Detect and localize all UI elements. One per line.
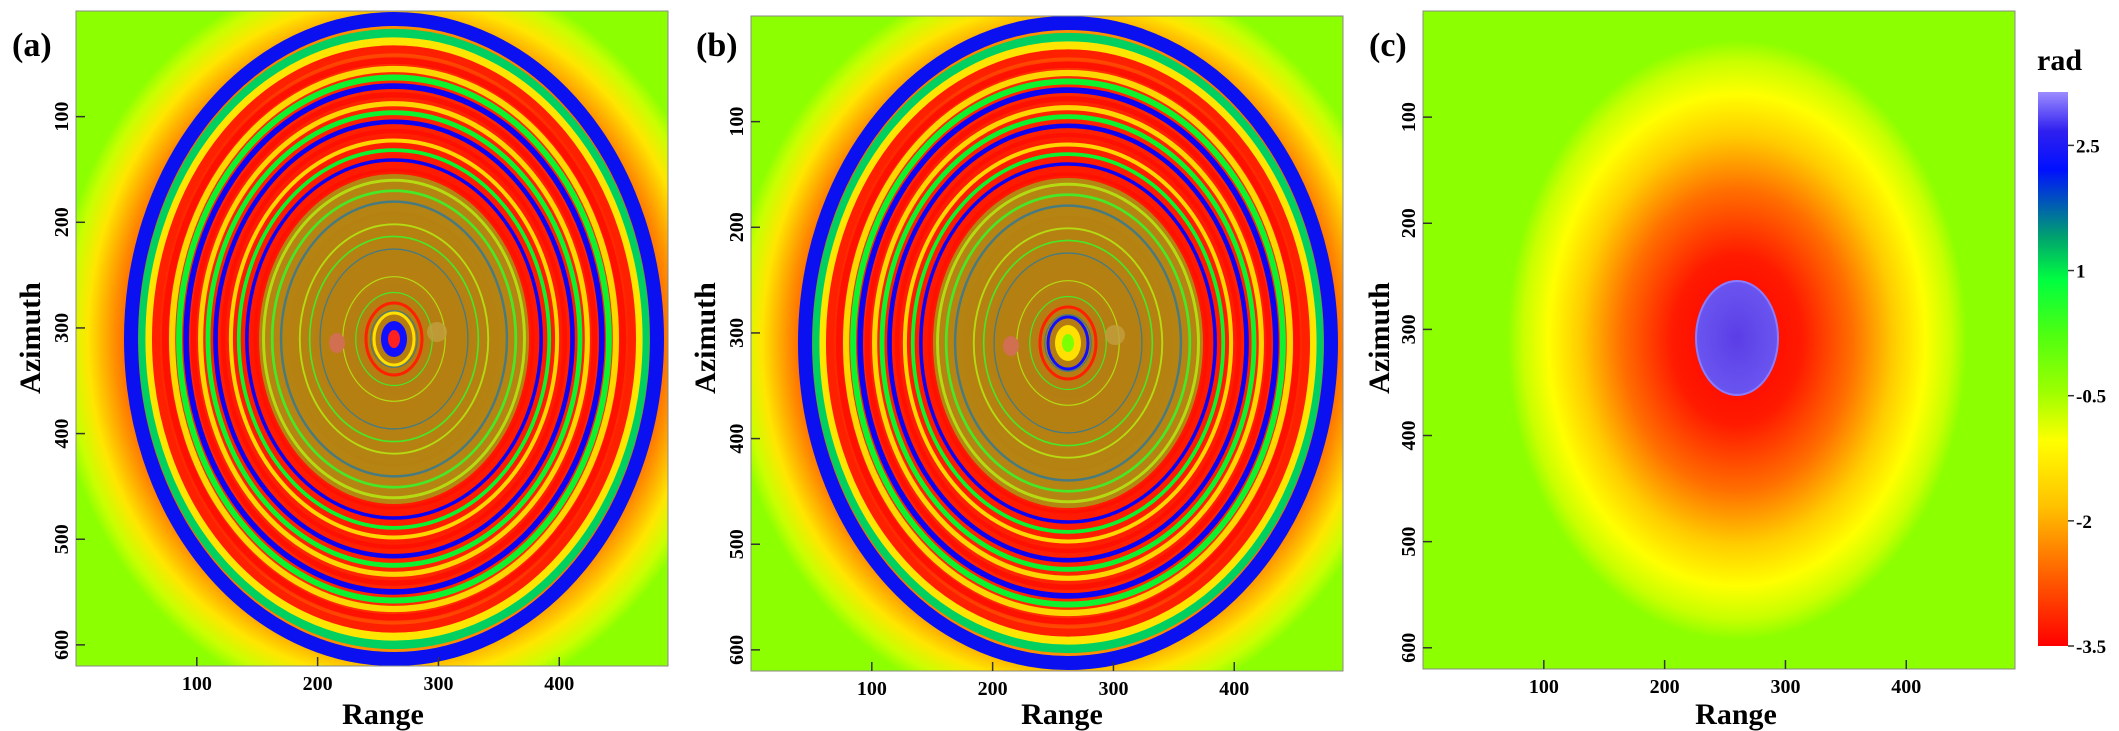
fringe-ring [819, 41, 1317, 645]
fringe-ring [151, 45, 637, 633]
fringe-ring [220, 128, 568, 550]
panel-label: (a) [12, 27, 52, 64]
fringe-ring [879, 114, 1257, 572]
fringe-ring [872, 105, 1264, 581]
y-tick-label: 600 [1398, 633, 1420, 663]
fringe-ring [825, 49, 1311, 637]
colorbar-gradient [2038, 92, 2068, 646]
y-tick-label: 500 [51, 524, 73, 554]
x-tick-label: 300 [423, 673, 453, 695]
y-axis-label: Azimuth [689, 282, 722, 394]
y-axis-label: Azimuth [14, 282, 47, 394]
y-tick-label: 200 [726, 212, 748, 242]
x-tick-label: 100 [182, 673, 212, 695]
fringe-ring [842, 69, 1294, 617]
panel-c: (c) 100 200 300 400 100 200 300 400 500 600 Range… [1363, 10, 2016, 731]
x-axis-label: Range [1695, 698, 1777, 731]
colorbar-title: rad [2037, 44, 2082, 77]
fringe-ring [245, 158, 543, 520]
fringe-ring [198, 101, 590, 577]
fringe-ring [812, 32, 1324, 654]
y-tick-label: 300 [51, 313, 73, 343]
fringe-ring [205, 110, 583, 568]
x-tick-label: 400 [544, 673, 574, 695]
y-tick-label: 100 [1398, 102, 1420, 132]
panel-label: (c) [1369, 27, 1407, 64]
fringe-ring [161, 57, 627, 621]
panel-b: (b) 100 200 300 400 100 200 300 400 500 600 Range… [689, 15, 1344, 731]
x-tick-label: 100 [857, 678, 887, 700]
central-depression [1695, 280, 1779, 396]
fringe-ring [894, 132, 1242, 554]
x-axis-label: Range [342, 698, 424, 731]
y-tick-label: 400 [1398, 421, 1420, 451]
fringe-ring [176, 74, 612, 604]
y-axis-label: Azimuth [1363, 282, 1396, 394]
x-tick-label: 200 [978, 678, 1008, 700]
y-tick-label: 300 [1398, 314, 1420, 344]
y-tick-label: 500 [726, 529, 748, 559]
fringe-ring [138, 28, 650, 650]
y-tick-label: 200 [1398, 208, 1420, 238]
fringe-ring [835, 61, 1301, 625]
y-tick-label: 300 [726, 318, 748, 348]
fringe-ring [228, 138, 560, 540]
fringe-ring [798, 16, 1338, 670]
colorbar-tick-label: -2 [2076, 512, 2092, 533]
fringe-ring [927, 172, 1209, 514]
y-tick-label: 100 [51, 102, 73, 132]
x-tick-label: 100 [1529, 676, 1559, 698]
colorbar: rad 2.5 1 -0.5 -2 -3.5 [2037, 44, 2106, 658]
panel-label: (b) [696, 27, 738, 64]
colorbar-tick-label: 2.5 [2076, 136, 2100, 157]
x-tick-label: 400 [1219, 678, 1249, 700]
y-tick-label: 200 [51, 207, 73, 237]
y-tick-label: 600 [51, 630, 73, 660]
fringe-ring [910, 152, 1226, 534]
fringe-ring [919, 162, 1217, 524]
colorbar-tick-label: -3.5 [2076, 637, 2106, 658]
fringe-ring [124, 12, 664, 666]
phase-map [76, 11, 668, 666]
colorbar-tick-label: 1 [2076, 262, 2086, 283]
fringe-ring [168, 65, 620, 613]
x-tick-label: 400 [1891, 676, 1921, 698]
y-tick-label: 100 [726, 107, 748, 137]
panel-a: (a) 100 200 300 400 100 200 300 400 500 600 Range… [12, 10, 669, 731]
fringe-ring [183, 83, 605, 595]
fringe-ring [857, 87, 1279, 599]
fringe-ring [145, 37, 643, 641]
fringe-ring [253, 168, 535, 510]
fringe-ring [213, 119, 575, 559]
x-tick-label: 300 [1098, 678, 1128, 700]
x-tick-label: 200 [1650, 676, 1680, 698]
fringe-ring [236, 148, 552, 530]
y-tick-label: 500 [1398, 527, 1420, 557]
phase-map [751, 16, 1343, 671]
phase-map [1423, 11, 2015, 669]
fringe-ring [902, 142, 1234, 544]
y-tick-label: 400 [726, 424, 748, 454]
colorbar-tick-label: -0.5 [2076, 387, 2106, 408]
x-tick-label: 300 [1770, 676, 1800, 698]
fringe-ring [864, 96, 1272, 590]
x-tick-label: 200 [303, 673, 333, 695]
y-tick-label: 600 [726, 635, 748, 665]
x-axis-label: Range [1021, 698, 1103, 731]
fringe-ring [190, 92, 598, 586]
fringe-ring [887, 123, 1249, 563]
fringe-ring [850, 78, 1286, 608]
y-tick-label: 400 [51, 419, 73, 449]
